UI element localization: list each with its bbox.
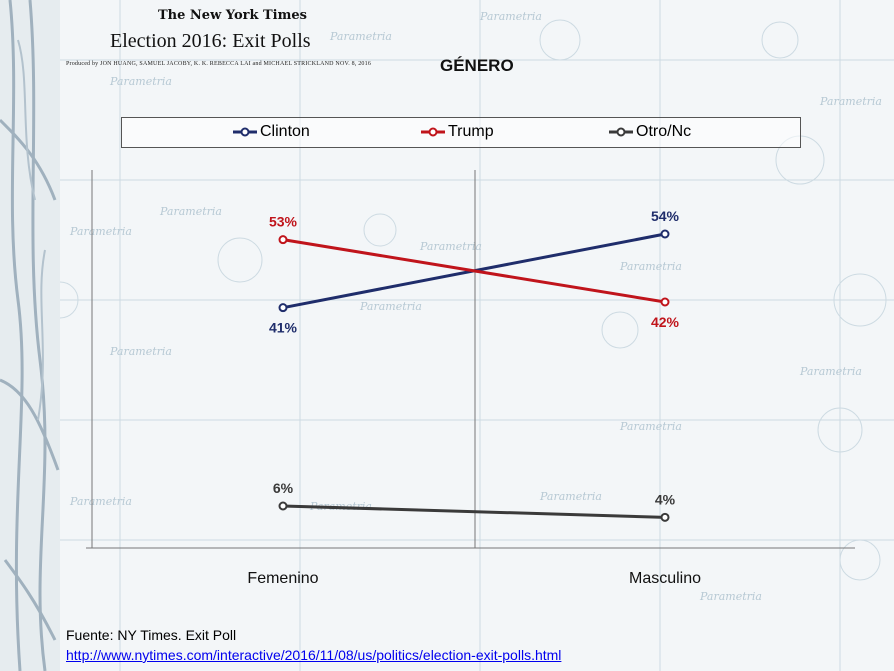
nyt-credits: Produced by JON HUANG, SAMUEL JACOBY, K.…	[66, 61, 372, 67]
watermark-text: Parametria	[699, 590, 762, 603]
legend-label-trump: Trump	[448, 123, 494, 140]
data-point	[660, 229, 670, 239]
data-point	[278, 235, 288, 245]
watermark-text: Parametria	[109, 75, 172, 88]
data-point	[278, 303, 288, 313]
data-point	[660, 297, 670, 307]
watermark-text: Parametria	[419, 240, 482, 253]
watermark-text: Parametria	[359, 300, 422, 313]
data-label: 54%	[651, 208, 680, 224]
source-link[interactable]: http://www.nytimes.com/interactive/2016/…	[66, 647, 562, 663]
legend-label-otro: Otro/Nc	[636, 123, 692, 140]
legend-item-trump: Trump	[420, 122, 494, 142]
data-label: 42%	[651, 314, 680, 330]
legend-item-otro: Otro/Nc	[608, 122, 691, 142]
series-line-otronc	[282, 504, 666, 519]
watermark-text: Parametria	[329, 30, 392, 43]
series-line-trump	[282, 238, 666, 304]
chart-legend: Clinton Trump Otro/Nc	[121, 117, 801, 148]
x-tick-label: Masculino	[629, 570, 701, 587]
data-label: 53%	[269, 214, 298, 230]
watermark-text: Parametria	[619, 260, 682, 273]
nyt-page-title: Election 2016: Exit Polls	[110, 30, 311, 52]
watermark-text: Parametria	[69, 225, 132, 238]
source-note: Fuente: NY Times. Exit Poll	[66, 627, 237, 643]
legend-marker-clinton	[233, 127, 257, 137]
watermark-text: Parametria	[799, 365, 862, 378]
legend-label-clinton: Clinton	[260, 123, 310, 140]
watermark-text: Parametria	[479, 10, 542, 23]
left-decoration	[0, 0, 60, 671]
chart-title: GÉNERO	[440, 56, 514, 75]
watermark-text: Parametria	[619, 420, 682, 433]
nyt-logo: The New York Times	[158, 8, 307, 23]
legend-marker-otro	[609, 127, 633, 137]
legend-item-clinton: Clinton	[232, 122, 310, 142]
legend-marker-trump	[421, 127, 445, 137]
data-label: 41%	[269, 320, 298, 336]
watermark-text: Parametria	[819, 95, 882, 108]
watermark-text: Parametria	[159, 205, 222, 218]
x-tick-label: Femenino	[247, 570, 318, 587]
data-label: 6%	[273, 480, 294, 496]
watermark-text: Parametria	[69, 495, 132, 508]
data-point	[278, 501, 288, 511]
data-label: 4%	[655, 491, 676, 507]
data-point	[660, 512, 670, 522]
watermark-text: Parametria	[539, 490, 602, 503]
watermark-text: Parametria	[109, 345, 172, 358]
